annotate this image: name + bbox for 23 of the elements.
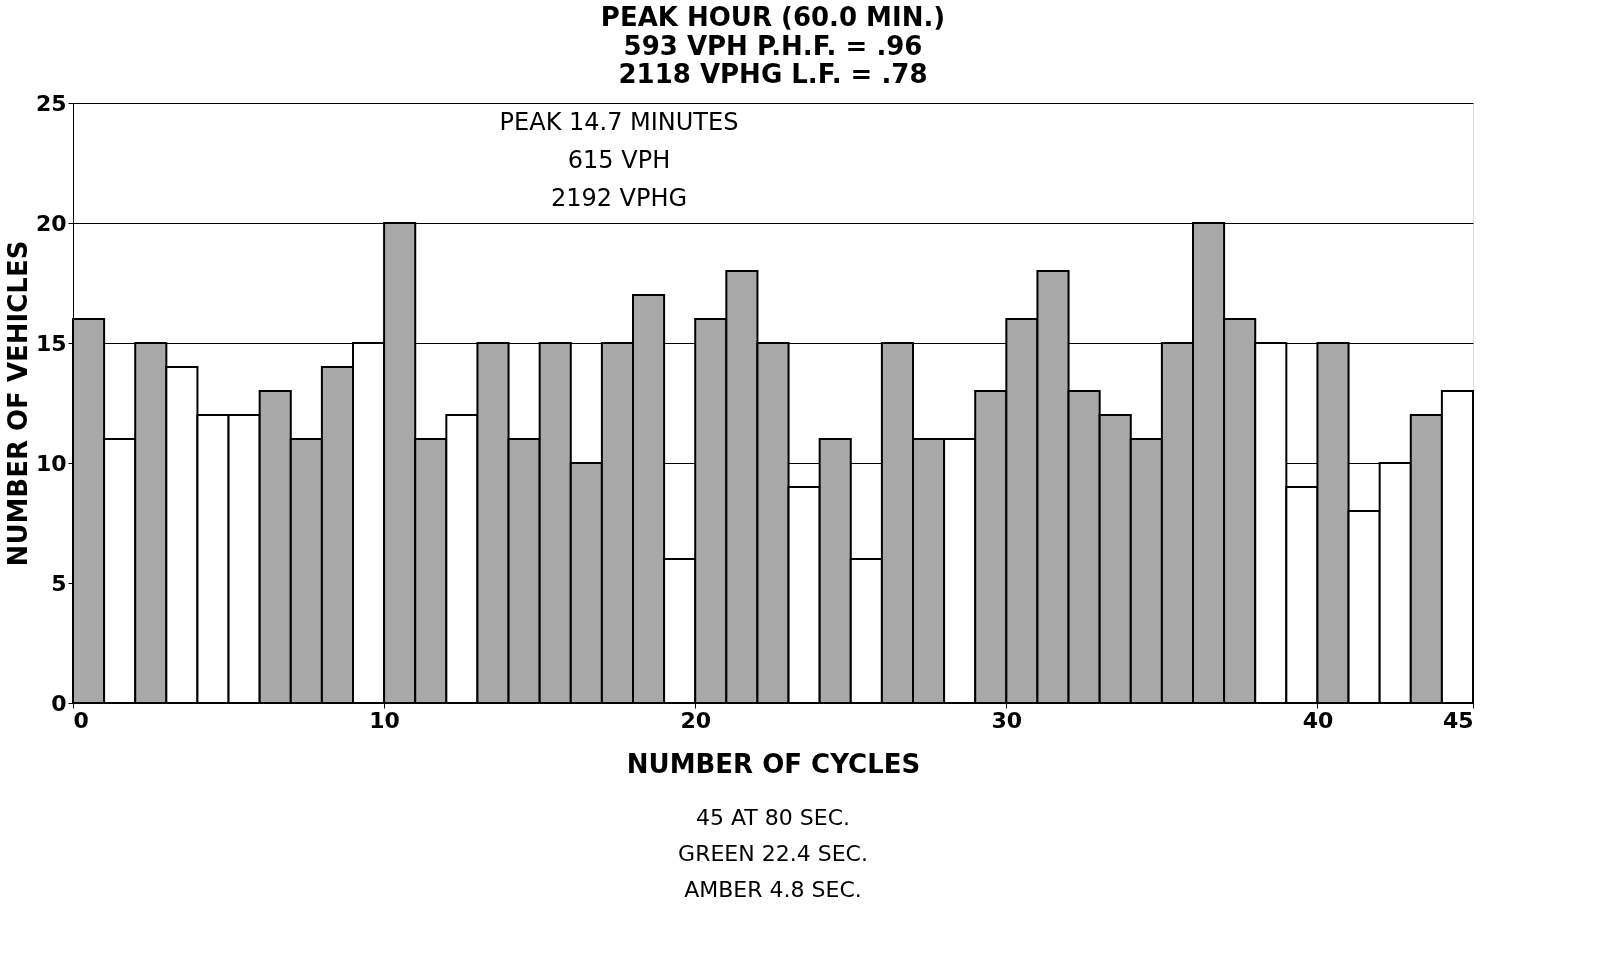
x-tick-label: 20 (680, 707, 712, 733)
text: GREEN 22.4 SEC. (678, 841, 868, 866)
x-tick-label: 45 (1442, 707, 1474, 733)
text: 2118 VPHG L.F. = .78 (618, 59, 928, 89)
y-tick-label: 20 (35, 210, 67, 236)
y-tick-label: 10 (35, 450, 67, 476)
y-tick-label: 25 (35, 90, 67, 116)
y-tick-label: 15 (35, 330, 67, 356)
annotation: PEAK 14.7 MINUTES (499, 108, 739, 136)
y-tick-label: 5 (51, 570, 67, 596)
y-axis-title: NUMBER OF VEHICLES (2, 240, 33, 567)
text: 45 AT 80 SEC. (696, 805, 850, 830)
x-tick-label: 10 (369, 707, 400, 733)
x-axis-title: NUMBER OF CYCLES (626, 748, 921, 779)
text: AMBER 4.8 SEC. (684, 877, 862, 902)
text: 593 VPH P.H.F. = .96 (623, 31, 923, 61)
x-tick-label: 0 (73, 707, 89, 733)
annotation: 2192 VPHG (550, 184, 688, 212)
x-tick-label: 40 (1302, 707, 1334, 733)
x-tick-label: 30 (991, 707, 1023, 733)
annotation: 615 VPH (567, 146, 671, 174)
y-tick-label: 0 (51, 690, 67, 716)
chart-title: PEAK HOUR (60.0 MIN.) (600, 2, 946, 32)
